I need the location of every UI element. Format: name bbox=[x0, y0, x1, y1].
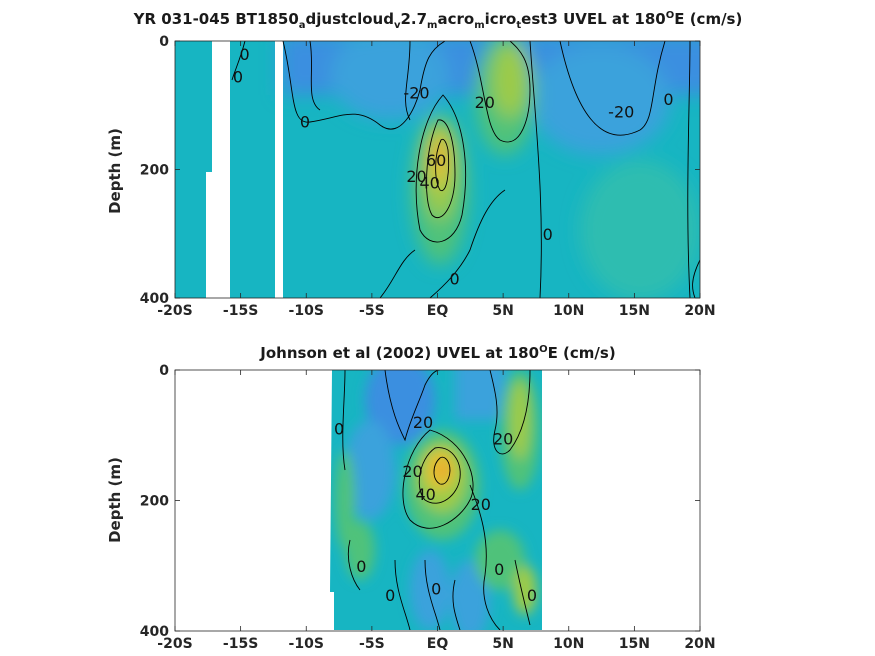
contour-label: 0 bbox=[543, 225, 553, 244]
x-tick-label: -20S bbox=[157, 636, 192, 652]
top-y-axis-label: Depth (m) bbox=[106, 128, 124, 214]
bottom-field bbox=[330, 370, 542, 630]
contour-label: 0 bbox=[356, 557, 366, 576]
x-tick-label: -15S bbox=[223, 636, 258, 652]
top-panel: YR 031-045 BT1850adjustcloudv2.7macromic… bbox=[106, 10, 742, 319]
y-tick-label: 400 bbox=[140, 291, 169, 307]
contour-label: 0 bbox=[527, 586, 537, 605]
top-title: YR 031-045 BT1850adjustcloudv2.7macromic… bbox=[133, 10, 743, 31]
bottom-y-axis-label: Depth (m) bbox=[106, 457, 124, 543]
contour-label: 0 bbox=[300, 112, 310, 131]
y-tick-label: 0 bbox=[159, 34, 169, 50]
x-tick-label: 5N bbox=[492, 636, 513, 652]
top-field bbox=[175, 41, 700, 298]
bottom-x-ticks: -20S -15S -10S -5S EQ 5N 10N 15N 20N bbox=[157, 370, 716, 652]
top-x-ticks: -20S -15S -10S -5S EQ 5N 10N 15N 20N bbox=[157, 41, 716, 319]
contour-label: 0 bbox=[494, 560, 504, 579]
x-tick-label: EQ bbox=[427, 636, 449, 652]
x-tick-label: 10N bbox=[553, 636, 584, 652]
contour-label: -20 bbox=[403, 83, 429, 102]
x-tick-label: 20N bbox=[684, 636, 715, 652]
x-tick-label: -5S bbox=[359, 636, 385, 652]
contour-label: 60 bbox=[426, 151, 446, 170]
contour-label: 0 bbox=[385, 586, 395, 605]
contour-label: 0 bbox=[239, 45, 249, 64]
contour-label: 0 bbox=[233, 67, 243, 86]
bottom-contours bbox=[342, 370, 531, 630]
contour-label: 20 bbox=[475, 93, 495, 112]
contour-label: 0 bbox=[663, 90, 673, 109]
y-tick-label: 400 bbox=[140, 624, 169, 640]
x-tick-label: -5S bbox=[359, 303, 385, 319]
x-tick-label: 5N bbox=[492, 303, 513, 319]
contour-label: -20 bbox=[608, 103, 634, 122]
contour-label: 0 bbox=[334, 420, 344, 439]
y-tick-label: 0 bbox=[159, 363, 169, 379]
x-tick-label: -20S bbox=[157, 303, 192, 319]
bottom-panel: Johnson et al (2002) UVEL at 180OE (cm/s… bbox=[106, 344, 716, 652]
contour-label: 20 bbox=[493, 430, 513, 449]
contour-label: 20 bbox=[402, 462, 422, 481]
missing-band bbox=[206, 172, 214, 298]
contour-label: 20 bbox=[413, 413, 433, 432]
contour-label: 40 bbox=[419, 173, 439, 192]
contour-label: 0 bbox=[431, 580, 441, 599]
x-tick-label: 15N bbox=[619, 303, 650, 319]
missing-band bbox=[275, 41, 283, 298]
contour-label: 0 bbox=[449, 270, 459, 289]
contour-label: 20 bbox=[471, 495, 491, 514]
y-tick-label: 200 bbox=[140, 494, 169, 510]
x-tick-label: EQ bbox=[427, 303, 449, 319]
missing-band bbox=[212, 41, 230, 298]
y-tick-label: 200 bbox=[140, 163, 169, 179]
x-tick-label: -10S bbox=[289, 636, 324, 652]
x-tick-label: 20N bbox=[684, 303, 715, 319]
contour-label: 20 bbox=[406, 167, 426, 186]
contour-label: 40 bbox=[416, 485, 436, 504]
x-tick-label: -15S bbox=[223, 303, 258, 319]
x-tick-label: -10S bbox=[289, 303, 324, 319]
bottom-title: Johnson et al (2002) UVEL at 180OE (cm/s… bbox=[259, 344, 615, 362]
top-contours bbox=[231, 41, 700, 298]
x-tick-label: 10N bbox=[553, 303, 584, 319]
x-tick-label: 15N bbox=[619, 636, 650, 652]
